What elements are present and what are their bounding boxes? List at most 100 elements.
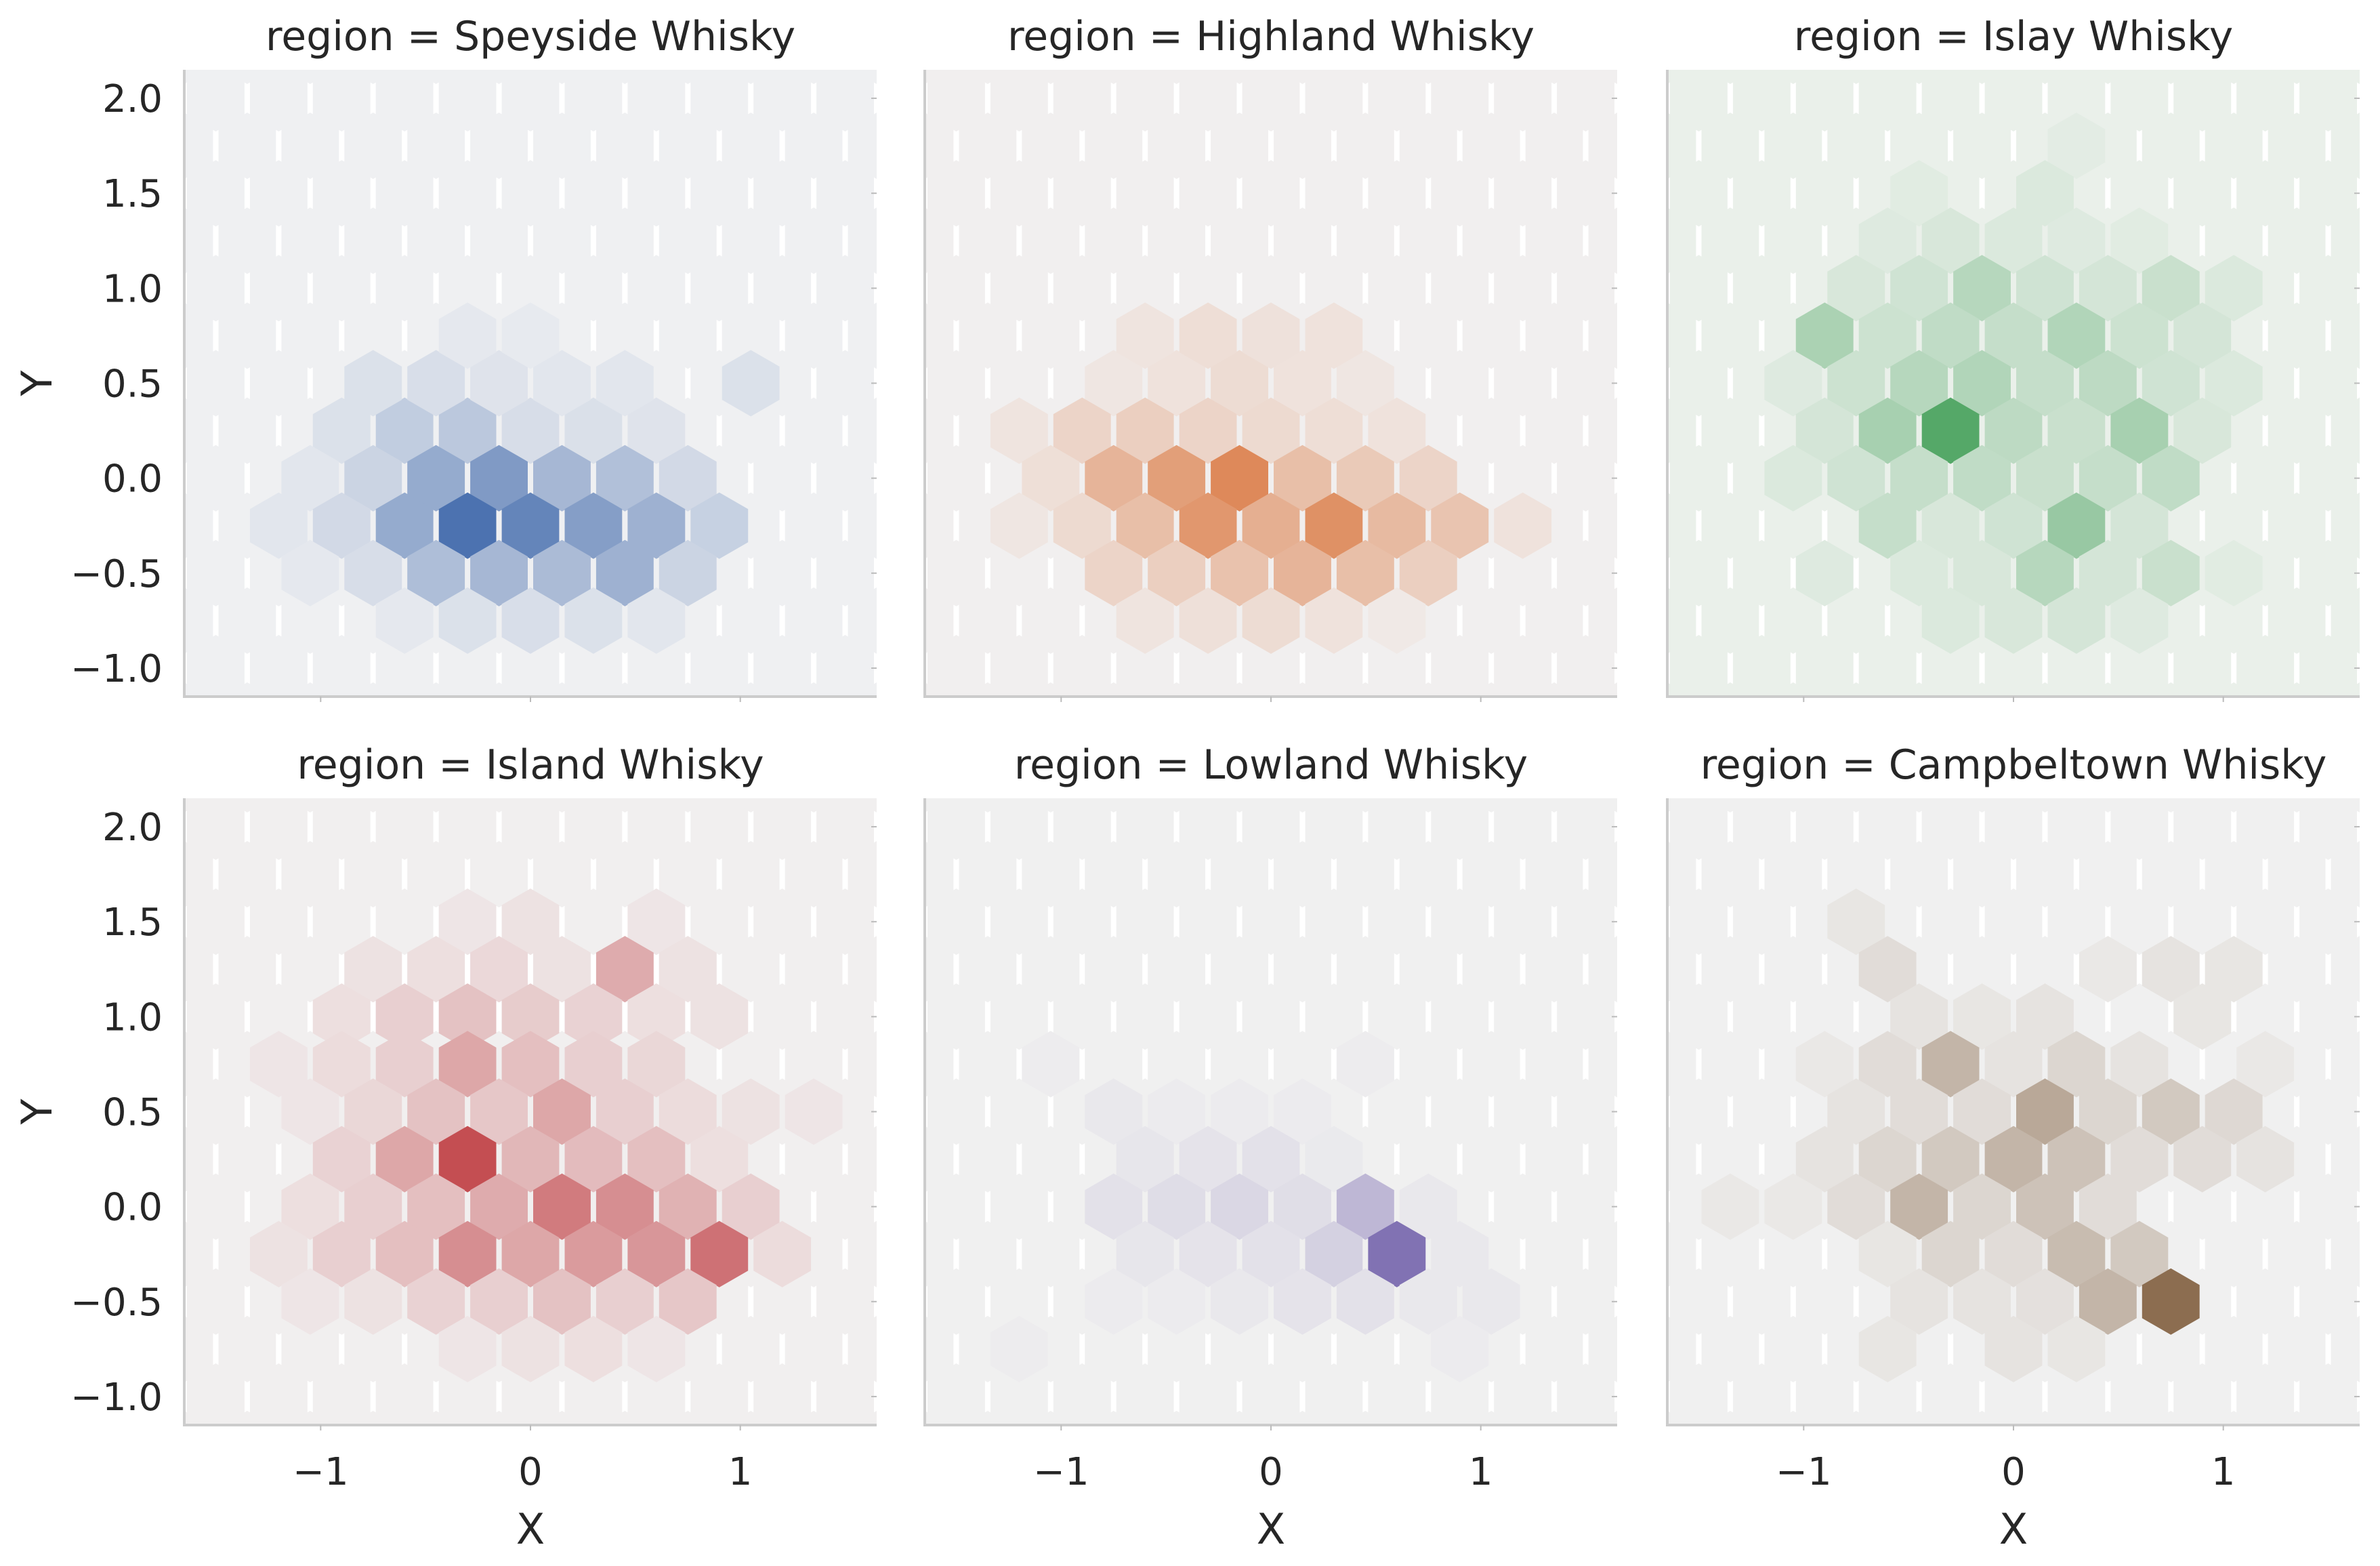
base-hex	[1274, 1315, 1331, 1382]
base-hex	[501, 635, 560, 697]
hexbin	[2142, 539, 2200, 606]
hexbin	[438, 397, 497, 464]
base-hex	[1957, 1411, 2007, 1425]
panel-title: region = Island Whisky	[297, 741, 764, 789]
base-hex	[1085, 1315, 1143, 1382]
hexbin	[1053, 397, 1111, 464]
base-hex	[222, 798, 272, 812]
base-hex	[1053, 255, 1111, 322]
hexbin	[1984, 1315, 2043, 1382]
base-hex	[281, 207, 339, 274]
base-hex	[375, 70, 434, 131]
base-hex	[249, 983, 308, 1050]
base-hex	[1701, 1315, 1759, 1382]
base-hex	[2146, 70, 2196, 84]
base-hex	[663, 1411, 713, 1425]
base-hex	[1466, 1411, 1516, 1425]
hexbin	[438, 1220, 497, 1287]
base-hex	[187, 445, 245, 512]
base-hex	[627, 255, 686, 322]
hexbin	[2016, 160, 2074, 227]
base-hex	[184, 492, 213, 559]
base-hex	[2272, 1411, 2322, 1425]
hexbin	[2205, 539, 2263, 606]
hexbin	[375, 1220, 434, 1287]
hexbin	[1921, 1126, 1980, 1193]
panel-title: region = Islay Whisky	[1794, 13, 2234, 60]
hexbin	[596, 936, 654, 1003]
base-hex	[1701, 841, 1759, 908]
x-tick-label: 0	[1259, 1450, 1283, 1494]
base-hex	[1768, 682, 1818, 697]
hexbin	[2016, 983, 2074, 1050]
hexbin	[1890, 1078, 1948, 1145]
base-hex	[285, 1411, 335, 1425]
base-hex	[1494, 70, 1552, 131]
hexbin	[1242, 492, 1300, 559]
hexbin	[1795, 1031, 1854, 1098]
base-hex	[816, 539, 874, 606]
base-hex	[1795, 70, 1854, 131]
base-hex	[848, 587, 877, 654]
base-hex	[2299, 255, 2357, 322]
hexbin	[2047, 1315, 2106, 1382]
hexbin	[344, 350, 402, 417]
base-hex	[1670, 350, 1728, 417]
base-hex	[1557, 350, 1614, 417]
base-hex	[2110, 160, 2169, 227]
base-hex	[1701, 936, 1759, 1003]
base-hex	[1764, 587, 1822, 654]
base-hex	[959, 112, 1017, 180]
base-hex	[1152, 1411, 1202, 1425]
base-hex	[249, 635, 308, 697]
base-hex	[407, 841, 465, 908]
hexbin	[1022, 1031, 1080, 1098]
base-hex	[1116, 798, 1174, 860]
base-hex	[1085, 1031, 1143, 1098]
base-hex	[848, 1031, 877, 1098]
hexbin	[990, 1315, 1048, 1382]
base-hex	[2209, 798, 2259, 812]
hexbin	[1764, 445, 1822, 512]
hexbin	[281, 1173, 339, 1240]
hexbin	[2047, 587, 2106, 654]
hexbin	[1336, 539, 1394, 606]
base-hex	[789, 70, 839, 84]
hexbin	[722, 350, 780, 417]
hexbin	[1148, 350, 1206, 417]
base-hex	[785, 302, 843, 369]
hexbin	[1890, 983, 1948, 1050]
base-hex	[1827, 112, 1885, 180]
base-hex	[187, 255, 245, 322]
base-hex	[438, 798, 497, 860]
base-hex	[927, 635, 985, 697]
base-hex	[990, 160, 1048, 227]
facet-panel-2: region = Islay Whisky	[1666, 13, 2360, 702]
hexbin	[1890, 255, 1948, 322]
base-hex	[753, 798, 812, 860]
base-hex	[1670, 255, 1728, 322]
base-hex	[1667, 1220, 1696, 1287]
base-hex	[564, 1363, 623, 1425]
base-hex	[722, 302, 780, 369]
base-hex	[925, 587, 954, 654]
base-hex	[249, 255, 308, 322]
hexbin	[501, 1126, 560, 1193]
base-hex	[852, 798, 877, 812]
hexbin	[690, 1220, 749, 1287]
hexbin	[1242, 302, 1300, 369]
base-hex	[2236, 70, 2295, 131]
hexbin	[407, 539, 465, 606]
base-hex	[564, 160, 623, 227]
base-hex	[1242, 798, 1300, 860]
base-hex	[816, 1268, 874, 1335]
base-hex	[2020, 798, 2070, 812]
base-hex	[2146, 682, 2196, 697]
base-hex	[1494, 798, 1552, 860]
base-hex	[1764, 492, 1822, 559]
base-hex	[1795, 983, 1854, 1050]
base-hex	[1557, 70, 1614, 131]
hexbin	[438, 1315, 497, 1382]
hexbin	[1953, 983, 2011, 1050]
hexbin	[1179, 1126, 1237, 1193]
